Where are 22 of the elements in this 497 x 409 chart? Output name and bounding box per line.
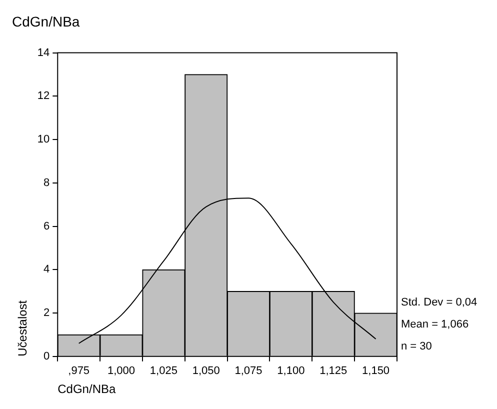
text: Std. Dev = 0,04 [401,296,478,308]
x-tick-label: ,975 [68,365,90,378]
x-tick-label: 1,000 [108,365,136,378]
y-tick-label: 10 [37,134,50,146]
x-tick-label: 1,075 [234,365,262,378]
x-axis-title: CdGn/NBa [58,382,116,396]
x-tick-label: 1,025 [150,365,178,378]
text: n = 30 [401,340,432,352]
x-tick-label: 1,100 [277,365,305,378]
x-tick-label: 1,150 [362,365,390,378]
x-tick-label: 1,125 [320,365,348,378]
x-tick-label: 1,050 [192,365,220,378]
text: Mean = 1,066 [401,318,469,330]
chart-title: CdGn/NBa [12,13,80,30]
y-tick-label: 14 [37,46,50,59]
y-tick-label: 12 [37,90,50,102]
y-tick-label: 0 [44,350,50,362]
y-tick-label: 8 [44,176,50,189]
y-axis-title: Učestalost [16,300,30,356]
y-tick-label: 4 [44,264,50,276]
y-tick-label: 2 [44,307,50,320]
y-tick-label: 6 [44,220,50,232]
